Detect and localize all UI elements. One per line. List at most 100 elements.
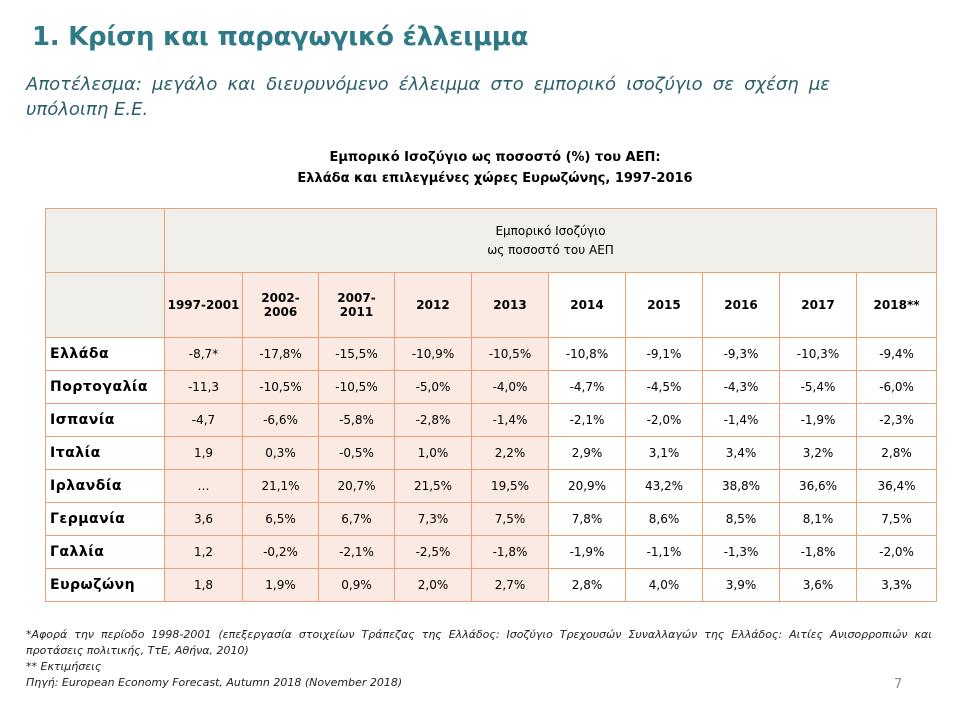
table-caption-line1: Εμπορικό Ισοζύγιο ως ποσοστό (%) του ΑΕΠ… [329, 150, 661, 165]
table-cell: 8,5% [702, 502, 780, 536]
table-cell: -2,3% [855, 403, 938, 437]
table-cell: -1,9% [548, 535, 626, 569]
table-cell: 2,8% [548, 568, 626, 602]
table-row: Ευρωζώνη 1,8 1,9% 0,9% 2,0% 2,7% 2,8% 4,0% 3,9% 3… [45, 568, 938, 602]
table-cell: 3,1% [625, 436, 703, 470]
column-header: 2012 [394, 272, 472, 338]
table-cell: -4,7% [548, 370, 626, 404]
table-corner-cell [45, 272, 165, 338]
table-cell: -1,9% [779, 403, 857, 437]
column-header: 2018** [855, 272, 938, 338]
table-cell: -11,3 [164, 370, 243, 404]
column-header-line1: 2018** [873, 298, 920, 312]
table-cell: 7,3% [394, 502, 472, 536]
table-cell: -9,1% [625, 337, 703, 371]
table-cell: -8,7* [164, 337, 243, 371]
column-header-line2: 2011 [339, 305, 374, 319]
slide-subtitle: Αποτέλεσμα: μεγάλο και διευρυνόμενο έλλε… [26, 74, 830, 120]
country-name: Γαλλία [45, 535, 165, 569]
table-cell: 7,5% [855, 502, 938, 536]
table-cell: 36,4% [855, 469, 938, 503]
country-name: Ιταλία [45, 436, 165, 470]
column-header-line1: 2017 [801, 298, 835, 312]
table-group-header: Εμπορικό Ισοζύγιο ως ποσοστό του ΑΕΠ [163, 208, 938, 273]
table-cell: 0,3% [242, 436, 319, 470]
column-header: 2015 [625, 272, 703, 338]
table-cell: -2,1% [548, 403, 626, 437]
table-caption: Εμπορικό Ισοζύγιο ως ποσοστό (%) του ΑΕΠ… [0, 147, 960, 189]
table-cell: -5,8% [318, 403, 395, 437]
table-cell: 2,8% [855, 436, 938, 470]
table-cell: 8,6% [625, 502, 703, 536]
table-column-header-row: 1997-2001 2002- 2006 2007- 2011 2012 2013 2014 2… [45, 272, 938, 338]
table-cell: 1,8 [164, 568, 243, 602]
trade-balance-table: Εμπορικό Ισοζύγιο ως ποσοστό του ΑΕΠ 199… [45, 208, 938, 602]
table-row: Ιταλία 1,9 0,3% -0,5% 1,0% 2,2% 2,9% 3,1% 3,4% 3,… [45, 436, 938, 470]
country-name: Ιρλανδία [45, 469, 165, 503]
country-name: Πορτογαλία [45, 370, 165, 404]
column-header-line1: 2012 [416, 298, 450, 312]
table-cell: -2,0% [625, 403, 703, 437]
table-cell: 3,4% [702, 436, 780, 470]
table-corner-cell [45, 208, 165, 273]
footnotes: *Αφορά την περίοδο 1998-2001 (επεξεργασί… [26, 627, 932, 691]
footnote-1: *Αφορά την περίοδο 1998-2001 (επεξεργασί… [26, 628, 932, 657]
table-cell: 38,8% [702, 469, 780, 503]
table-cell: -4,0% [471, 370, 549, 404]
table-cell: -2,1% [318, 535, 395, 569]
table-cell: -17,8% [242, 337, 319, 371]
column-header: 2016 [702, 272, 780, 338]
table-cell: 2,0% [394, 568, 472, 602]
table-cell: -1,3% [702, 535, 780, 569]
table-cell: -9,3% [702, 337, 780, 371]
table-cell: 6,7% [318, 502, 395, 536]
table-cell: 3,9% [702, 568, 780, 602]
table-cell: 19,5% [471, 469, 549, 503]
table-row: Ελλάδα -8,7* -17,8% -15,5% -10,9% -10,5% -10,8… [45, 337, 938, 371]
column-header-line1: 2007- [337, 291, 376, 305]
table-group-header-row: Εμπορικό Ισοζύγιο ως ποσοστό του ΑΕΠ [45, 208, 938, 273]
column-header: 2017 [779, 272, 857, 338]
table-row: Ιρλανδία… 21,1% 20,7% 21,5% 19,5% 20,9% 43,2% 3… [45, 469, 938, 503]
table-cell: -0,2% [242, 535, 319, 569]
table-cell: 3,6 [164, 502, 243, 536]
table-cell: -9,4% [855, 337, 938, 371]
table-cell: -1,4% [471, 403, 549, 437]
table-cell: 20,7% [318, 469, 395, 503]
table-cell: 0,9% [318, 568, 395, 602]
column-header-line1: 2014 [570, 298, 604, 312]
table-cell: 4,0% [625, 568, 703, 602]
table-caption-line2: Ελλάδα και επιλεγμένες χώρες Ευρωζώνης, … [297, 171, 693, 186]
table-cell: 7,5% [471, 502, 549, 536]
table-cell: -1,4% [702, 403, 780, 437]
table-cell: -2,5% [394, 535, 472, 569]
table-cell: -4,3% [702, 370, 780, 404]
table-cell: -4,5% [625, 370, 703, 404]
slide-title: 1. Κρίση και παραγωγικό έλλειμμα [32, 22, 529, 52]
table-cell: -0,5% [318, 436, 395, 470]
table-cell: -6,0% [855, 370, 938, 404]
table-cell: 2,2% [471, 436, 549, 470]
table-row: Πορτογαλία -11,3 -10,5% -10,5% -5,0% -4,0% -4,… [45, 370, 938, 404]
table-row: Ισπανία -4,7 -6,6% -5,8% -2,8% -1,4% -2,1% -2,0… [45, 403, 938, 437]
table-cell: 6,5% [242, 502, 319, 536]
page-number: 7 [894, 677, 903, 692]
table-cell: 1,0% [394, 436, 472, 470]
column-header-line1: 2016 [724, 298, 758, 312]
column-header: 2014 [548, 272, 626, 338]
table-cell: -1,8% [779, 535, 857, 569]
table-cell: -6,6% [242, 403, 319, 437]
table-cell: -5,4% [779, 370, 857, 404]
column-header: 2002- 2006 [242, 272, 319, 338]
column-header-line1: 2002- [261, 291, 300, 305]
column-header: 1997-2001 [164, 272, 243, 338]
column-header-line1: 1997-2001 [167, 298, 240, 312]
table-cell: -10,5% [318, 370, 395, 404]
table-cell: 1,2 [164, 535, 243, 569]
table-cell: -2,8% [394, 403, 472, 437]
table-cell: 43,2% [625, 469, 703, 503]
table-cell: -1,8% [471, 535, 549, 569]
table-cell: 1,9 [164, 436, 243, 470]
table-cell: 21,5% [394, 469, 472, 503]
table-group-header-line2: ως ποσοστό του ΑΕΠ [487, 242, 614, 257]
